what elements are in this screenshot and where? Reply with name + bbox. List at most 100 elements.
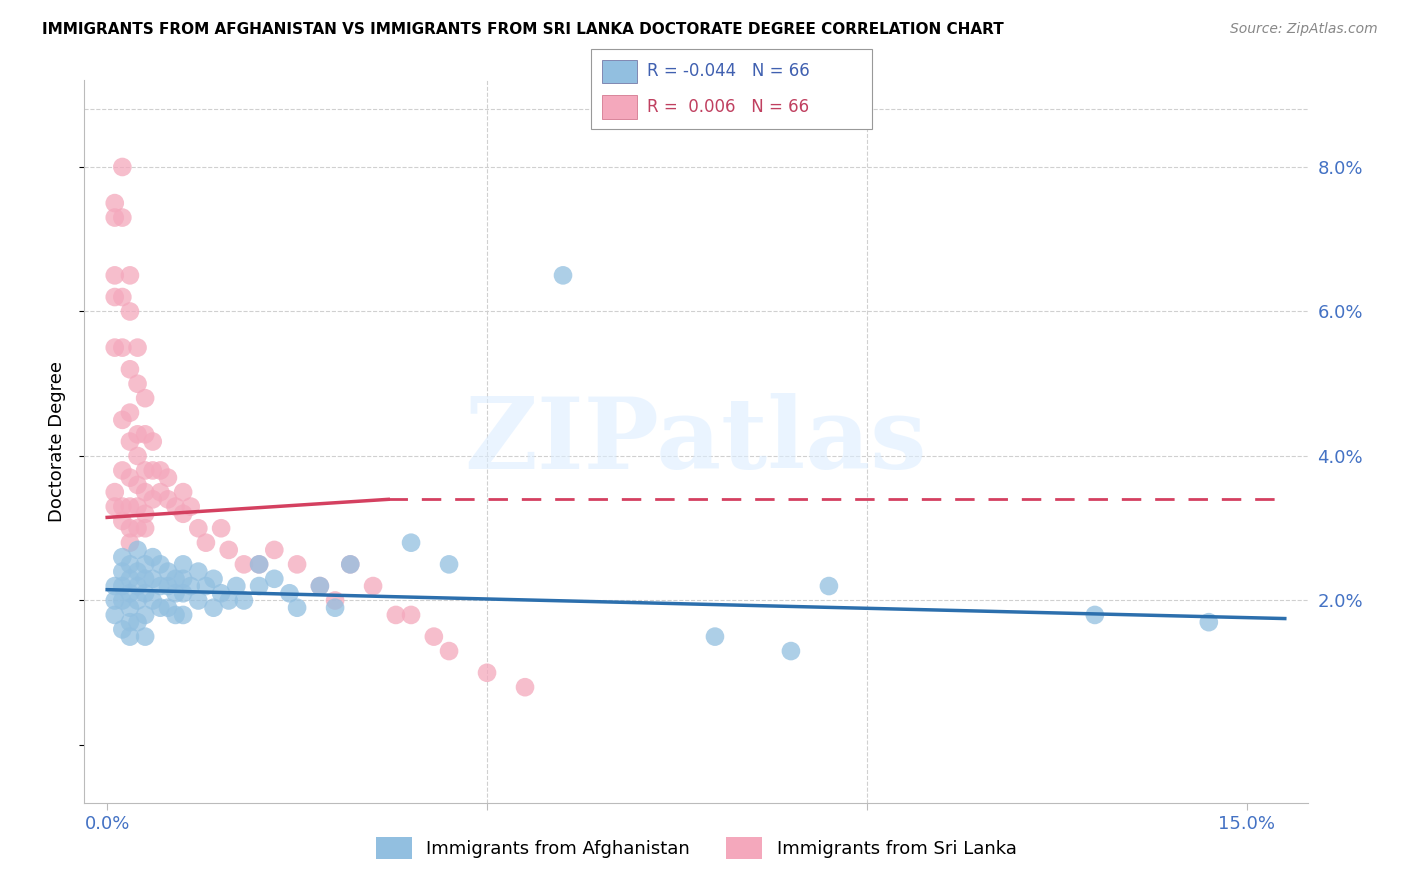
Point	[194, 535, 217, 549]
Point	[118, 586, 141, 600]
Point	[172, 558, 194, 572]
Point	[111, 341, 134, 355]
Point	[475, 665, 498, 680]
Point	[118, 521, 141, 535]
Point	[104, 607, 127, 622]
Point	[361, 579, 384, 593]
Point	[127, 427, 149, 442]
Point	[127, 521, 149, 535]
Point	[172, 607, 194, 622]
Legend: Immigrants from Afghanistan, Immigrants from Sri Lanka: Immigrants from Afghanistan, Immigrants …	[368, 830, 1024, 866]
Text: R =  0.006   N = 66: R = 0.006 N = 66	[647, 98, 808, 116]
Point	[156, 471, 179, 485]
Point	[111, 514, 134, 528]
Point	[127, 478, 149, 492]
Point	[118, 630, 141, 644]
Point	[127, 542, 149, 557]
Point	[180, 579, 202, 593]
Text: Source: ZipAtlas.com: Source: ZipAtlas.com	[1230, 22, 1378, 37]
Point	[127, 500, 149, 514]
Point	[104, 268, 127, 283]
Point	[134, 558, 156, 572]
Point	[263, 572, 285, 586]
Point	[118, 471, 141, 485]
Point	[118, 572, 141, 586]
Point	[218, 542, 240, 557]
Point	[156, 600, 179, 615]
Point	[149, 463, 172, 477]
Point	[323, 593, 346, 607]
Point	[134, 521, 156, 535]
Point	[156, 565, 179, 579]
Point	[202, 600, 225, 615]
Point	[339, 558, 361, 572]
Point	[1198, 615, 1220, 630]
Point	[134, 507, 156, 521]
Point	[285, 558, 308, 572]
Point	[232, 558, 254, 572]
Point	[111, 579, 134, 593]
Point	[285, 600, 308, 615]
Point	[209, 586, 232, 600]
Point	[165, 500, 187, 514]
Point	[309, 579, 332, 593]
Point	[111, 160, 134, 174]
Point	[111, 290, 134, 304]
Point	[149, 579, 172, 593]
Point	[118, 434, 141, 449]
Point	[165, 572, 187, 586]
Point	[323, 600, 346, 615]
Point	[104, 341, 127, 355]
Point	[142, 593, 165, 607]
Point	[134, 463, 156, 477]
Point	[172, 586, 194, 600]
Point	[118, 362, 141, 376]
Point	[127, 341, 149, 355]
Point	[818, 579, 841, 593]
Text: ZIPatlas: ZIPatlas	[465, 393, 927, 490]
Point	[278, 586, 301, 600]
Point	[180, 500, 202, 514]
Point	[127, 376, 149, 391]
Point	[134, 427, 156, 442]
Point	[437, 644, 460, 658]
Point	[225, 579, 247, 593]
Point	[118, 304, 141, 318]
Point	[134, 630, 156, 644]
Point	[118, 268, 141, 283]
Point	[127, 565, 149, 579]
Point	[134, 572, 156, 586]
Point	[399, 535, 422, 549]
Point	[104, 485, 127, 500]
Point	[194, 579, 217, 593]
Point	[104, 196, 127, 211]
Point	[165, 586, 187, 600]
Point	[263, 542, 285, 557]
Point	[142, 492, 165, 507]
Point	[142, 434, 165, 449]
Point	[127, 593, 149, 607]
Text: IMMIGRANTS FROM AFGHANISTAN VS IMMIGRANTS FROM SRI LANKA DOCTORATE DEGREE CORREL: IMMIGRANTS FROM AFGHANISTAN VS IMMIGRANT…	[42, 22, 1004, 37]
Point	[111, 593, 134, 607]
Point	[704, 630, 727, 644]
Point	[247, 558, 270, 572]
Point	[118, 600, 141, 615]
Point	[104, 593, 127, 607]
Point	[111, 550, 134, 565]
Point	[134, 391, 156, 405]
Text: R = -0.044   N = 66: R = -0.044 N = 66	[647, 62, 810, 80]
Point	[209, 521, 232, 535]
Point	[104, 211, 127, 225]
Point	[187, 521, 209, 535]
Point	[142, 550, 165, 565]
Point	[551, 268, 574, 283]
Point	[111, 463, 134, 477]
Point	[1084, 607, 1107, 622]
Point	[104, 579, 127, 593]
Point	[309, 579, 332, 593]
Point	[247, 579, 270, 593]
Point	[111, 413, 134, 427]
Point	[423, 630, 446, 644]
Point	[437, 558, 460, 572]
Point	[111, 565, 134, 579]
